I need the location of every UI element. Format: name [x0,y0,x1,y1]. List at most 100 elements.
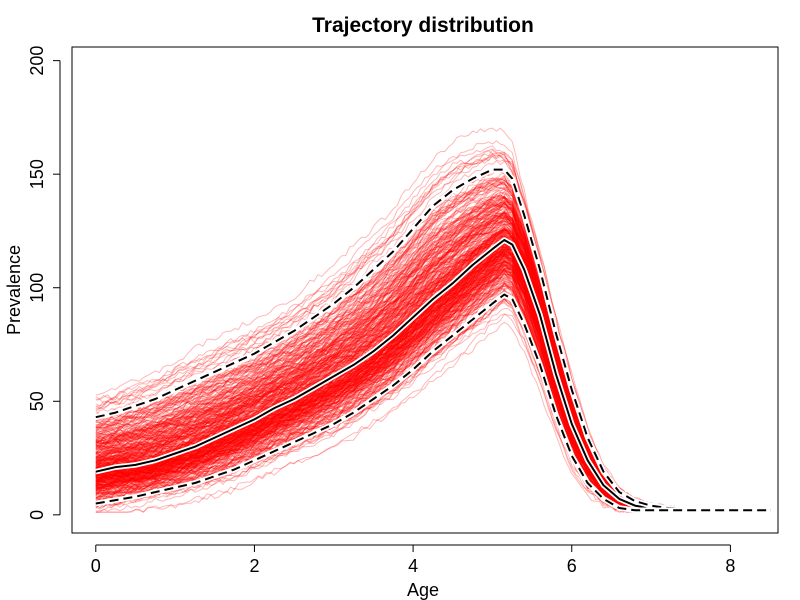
summary-lines [95,166,771,514]
trajectory-line [95,191,676,511]
trajectory-line [95,262,676,513]
trajectory-line [95,270,676,513]
trajectory-line [95,264,675,513]
trajectory-line [95,196,676,512]
trajectory-line [95,269,676,513]
trajectory-line [95,266,676,512]
trajectory-line [95,253,676,513]
trajectory-line [95,269,676,512]
trajectory-line [95,195,676,512]
trajectory-line [95,268,676,513]
trajectory-line [95,213,676,510]
trajectory-line [95,250,676,513]
trajectory-line [95,212,675,511]
x-tick-label: 6 [567,556,577,576]
trajectory-line [95,219,675,511]
trajectory-line [95,252,676,513]
trajectory-line [95,281,676,513]
trajectory-line [95,223,676,513]
trajectory-line [95,276,676,513]
trajectory-line [95,182,676,510]
trajectory-line [95,229,675,513]
trajectory-line [95,255,675,512]
trajectory-line [95,254,676,512]
trajectory-line [95,201,676,511]
trajectory-line [95,201,675,512]
trajectory-line [95,251,676,512]
trajectory-line [95,255,675,513]
trajectory-line [95,199,676,512]
trajectory-line [95,212,676,513]
trajectory-line [95,225,676,512]
trajectory-line [95,215,675,512]
trajectory-line [95,206,675,511]
trajectory-line [95,280,676,512]
trajectory-line [95,202,676,512]
trajectory-line [95,198,675,511]
trajectory-line [95,271,676,513]
trajectory-line [95,228,676,511]
trajectory-line [95,258,676,513]
trajectory-line [95,283,676,513]
trajectory-line [95,209,675,512]
trajectory-line [95,248,676,513]
trajectory-line [95,195,675,511]
trajectory-line [95,150,676,510]
trajectory-line [95,204,675,510]
trajectory-line [95,251,676,513]
upper-bound-line [95,168,771,512]
trajectory-line [95,272,676,513]
trajectory-line [95,192,676,512]
trajectory-line [95,272,676,513]
trajectory-line [95,255,675,511]
trajectory-line [95,217,676,512]
trajectory-line [95,191,676,513]
trajectory-line [95,271,675,511]
trajectory-line [95,254,676,512]
trajectory-line [95,258,676,513]
trajectory-line [95,269,676,512]
trajectory-line [95,205,675,510]
trajectory-line [95,201,676,512]
trajectory-line [95,282,676,513]
trajectory-line [95,217,676,512]
trajectory-line [95,203,675,511]
trajectory-line [95,202,676,512]
trajectory-line [95,211,676,511]
trajectory-line [95,278,676,513]
trajectory-line [95,209,676,512]
trajectory-line [95,206,676,513]
trajectory-line [95,268,676,513]
lower-bound-line [95,293,771,512]
trajectory-line [95,273,676,513]
trajectory-line [95,181,676,511]
trajectory-line [95,259,675,512]
trajectory-line [95,278,675,513]
trajectory-line [95,264,676,513]
trajectory-line [95,273,676,513]
trajectory-line [95,261,676,513]
trajectory-line [95,210,676,512]
trajectory-line [95,197,675,511]
trajectory-line [95,257,676,513]
trajectory-line [95,215,676,512]
trajectory-line [95,280,676,513]
trajectory-line [95,268,676,513]
trajectory-line [95,181,676,512]
trajectory-line [95,265,675,513]
trajectory-line [95,257,675,513]
trajectory-line [95,265,676,513]
trajectory-line [95,196,676,512]
trajectory-line [95,262,676,513]
trajectory-line [95,313,676,513]
trajectory-line [95,212,676,512]
trajectory-line [95,249,676,513]
trajectory-line [95,270,675,511]
trajectory-line [95,229,676,511]
trajectory-line [95,201,675,512]
trajectory-line [95,272,676,512]
trajectory-line [95,219,676,512]
trajectory-line [95,260,676,513]
trajectory-line [95,214,676,511]
trajectory-line [95,203,675,512]
